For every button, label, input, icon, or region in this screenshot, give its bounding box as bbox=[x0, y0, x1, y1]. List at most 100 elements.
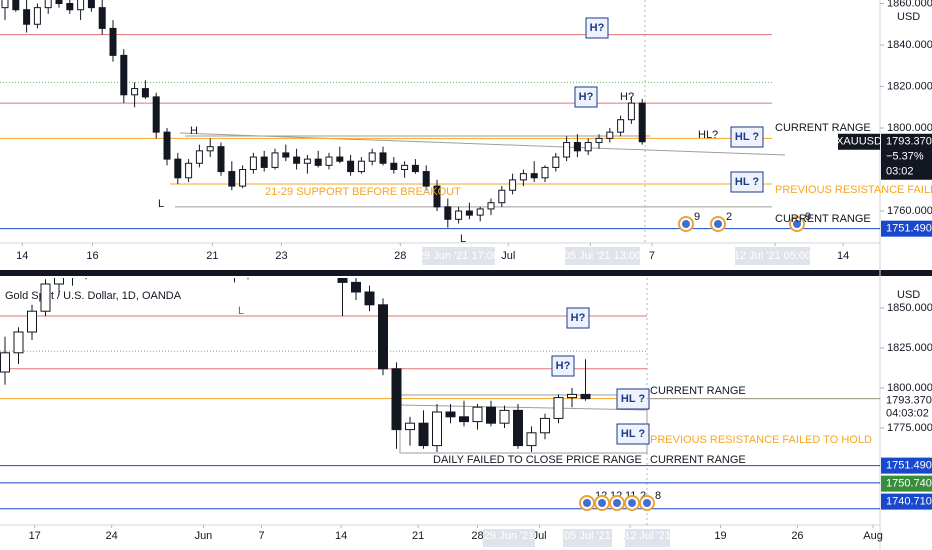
x-tick-label: 19 bbox=[714, 530, 726, 542]
candle-body bbox=[553, 397, 564, 419]
candle-body bbox=[13, 331, 24, 354]
candle-body bbox=[378, 304, 388, 370]
event-icon-inner bbox=[643, 499, 651, 507]
price-tag bbox=[881, 493, 932, 510]
candle-body bbox=[12, 0, 20, 11]
candle-body bbox=[445, 411, 456, 418]
annotation: CURRENT RANGE bbox=[775, 213, 871, 225]
candle-body bbox=[55, 0, 63, 4]
candle-body bbox=[526, 432, 537, 447]
annotation: PREVIOUS RESISTANCE FAILED TO HOLD bbox=[650, 434, 872, 446]
candle-body bbox=[411, 164, 419, 173]
candle-body bbox=[217, 146, 225, 173]
annotation: H? bbox=[579, 91, 594, 103]
x-tick-label: 28 bbox=[394, 250, 406, 262]
candle-body bbox=[1, 0, 9, 9]
candle-body bbox=[87, 0, 95, 9]
candle-body bbox=[163, 131, 171, 160]
candle-body bbox=[239, 169, 247, 187]
x-tick-label: Jul bbox=[533, 530, 547, 542]
annotation-box bbox=[574, 86, 598, 108]
candle-body bbox=[465, 210, 473, 216]
candle-body bbox=[228, 171, 236, 187]
candle-body bbox=[580, 393, 591, 400]
candle-body bbox=[513, 409, 523, 447]
event-icon-inner bbox=[598, 499, 606, 507]
price-tag-label: 1751.490 bbox=[886, 460, 932, 472]
x-tick-label: 23 bbox=[275, 250, 287, 262]
last-price-tag bbox=[881, 133, 932, 180]
candle-body bbox=[379, 152, 387, 164]
date-label-box bbox=[735, 247, 810, 265]
candle-body bbox=[325, 156, 333, 166]
symbol: XAUUSD bbox=[836, 136, 882, 148]
candle-body bbox=[351, 281, 361, 293]
candle-body bbox=[40, 283, 51, 312]
y-tick-label: 1800.000 bbox=[887, 382, 932, 394]
candle-body bbox=[23, 9, 31, 25]
candle-body bbox=[152, 96, 160, 133]
annotation: H? bbox=[590, 22, 605, 34]
date-label-box bbox=[422, 247, 495, 265]
annotation-box bbox=[585, 17, 609, 39]
y-tick-label: 1800.000 bbox=[887, 122, 932, 134]
annotation-box bbox=[730, 126, 764, 148]
annotation: H? bbox=[620, 91, 634, 103]
event-count: 9 bbox=[805, 211, 811, 223]
candle-body bbox=[44, 0, 52, 9]
candle-body bbox=[314, 158, 322, 166]
annotation: HL ? bbox=[735, 176, 760, 188]
event-icon-inner bbox=[628, 499, 636, 507]
x-tick-label: 14 bbox=[16, 250, 28, 262]
candle-body bbox=[391, 368, 402, 431]
candle-body bbox=[638, 102, 646, 143]
candle-body bbox=[519, 173, 527, 181]
annotation: L bbox=[158, 198, 164, 210]
candle-body bbox=[584, 142, 592, 152]
date-label-box bbox=[483, 529, 535, 547]
date-label-box bbox=[625, 529, 670, 547]
candle-body bbox=[260, 156, 268, 168]
candle-body bbox=[617, 119, 625, 133]
currency: USD bbox=[897, 11, 920, 23]
candle-body bbox=[27, 310, 37, 333]
candle-body bbox=[499, 409, 510, 424]
event-icon-inner bbox=[682, 220, 690, 228]
candle-body bbox=[595, 137, 603, 144]
x-tick-label: 17 bbox=[29, 530, 41, 542]
annotation: L bbox=[460, 233, 466, 245]
x-tick-label: 14 bbox=[837, 250, 849, 262]
candle-body bbox=[444, 206, 452, 220]
event-count: 9 bbox=[694, 211, 700, 223]
candle-body bbox=[336, 156, 344, 162]
plot-area bbox=[0, 278, 880, 510]
candle-body bbox=[422, 171, 430, 187]
x-tick-label: 21 bbox=[412, 530, 424, 542]
candle-body bbox=[271, 152, 279, 168]
chart-title: Gold Spot / U.S. Dollar, 1D, OANDA bbox=[5, 290, 182, 302]
price-tag-label: 1750.740 bbox=[886, 478, 932, 490]
price-tag-label: 1751.490 bbox=[886, 223, 932, 235]
x-tick-label: Aug bbox=[863, 530, 883, 542]
event-icon-inner bbox=[583, 499, 591, 507]
candle-body bbox=[282, 152, 290, 158]
annotation: H bbox=[190, 125, 198, 137]
candle-body bbox=[347, 160, 355, 173]
x-tick-label: 24 bbox=[106, 530, 118, 542]
candle-body bbox=[249, 156, 257, 171]
candle-body bbox=[390, 162, 398, 170]
annotation: H? bbox=[571, 312, 586, 324]
annotation-box bbox=[566, 307, 590, 329]
annotation: HL? bbox=[698, 129, 718, 141]
candle-body bbox=[364, 291, 375, 306]
candle-body bbox=[185, 162, 193, 179]
candle-body bbox=[174, 158, 182, 179]
y-tick-label: 1850.000 bbox=[887, 302, 932, 314]
event-count: 8 bbox=[655, 490, 661, 502]
candle-body bbox=[0, 352, 10, 373]
candle-body bbox=[77, 0, 85, 11]
annotation: HL ? bbox=[621, 393, 646, 405]
candle-body bbox=[418, 422, 429, 447]
price-tag bbox=[881, 220, 932, 237]
